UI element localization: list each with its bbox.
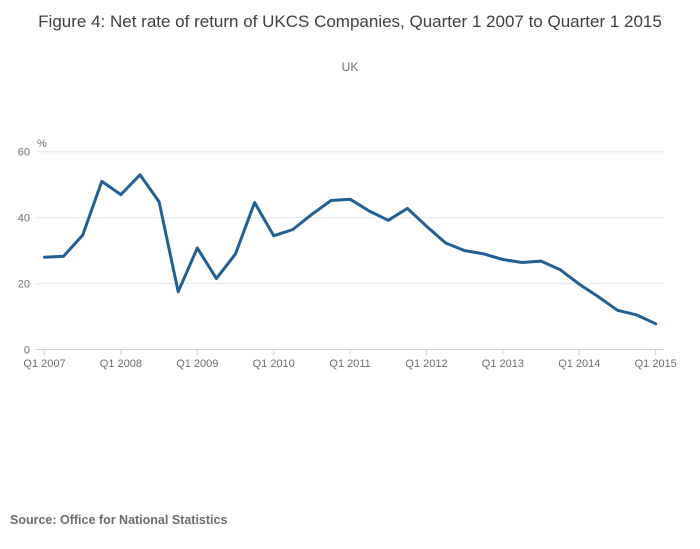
chart-subtitle: UK bbox=[341, 60, 359, 74]
y-tick-label: 40 bbox=[18, 213, 30, 225]
x-tick-label: Q1 2013 bbox=[482, 358, 524, 370]
x-tick-label: Q1 2014 bbox=[558, 358, 600, 370]
x-tick-label: Q1 2007 bbox=[23, 358, 65, 370]
y-axis-unit-label: % bbox=[37, 138, 47, 150]
x-tick-label: Q1 2012 bbox=[405, 358, 447, 370]
x-tick-label: Q1 2010 bbox=[253, 358, 295, 370]
x-tick-label: Q1 2008 bbox=[100, 358, 142, 370]
y-tick-label: 60 bbox=[18, 147, 30, 159]
x-tick-label: Q1 2015 bbox=[635, 358, 677, 370]
source-note: Source: Office for National Statistics bbox=[10, 513, 228, 527]
x-tick-label: Q1 2009 bbox=[176, 358, 218, 370]
chart-title: Figure 4: Net rate of return of UKCS Com… bbox=[38, 12, 662, 31]
y-tick-label: 20 bbox=[18, 279, 30, 291]
y-tick-label: 0 bbox=[24, 345, 30, 357]
data-line bbox=[43, 173, 658, 326]
x-tick-label: Q1 2011 bbox=[329, 358, 370, 370]
